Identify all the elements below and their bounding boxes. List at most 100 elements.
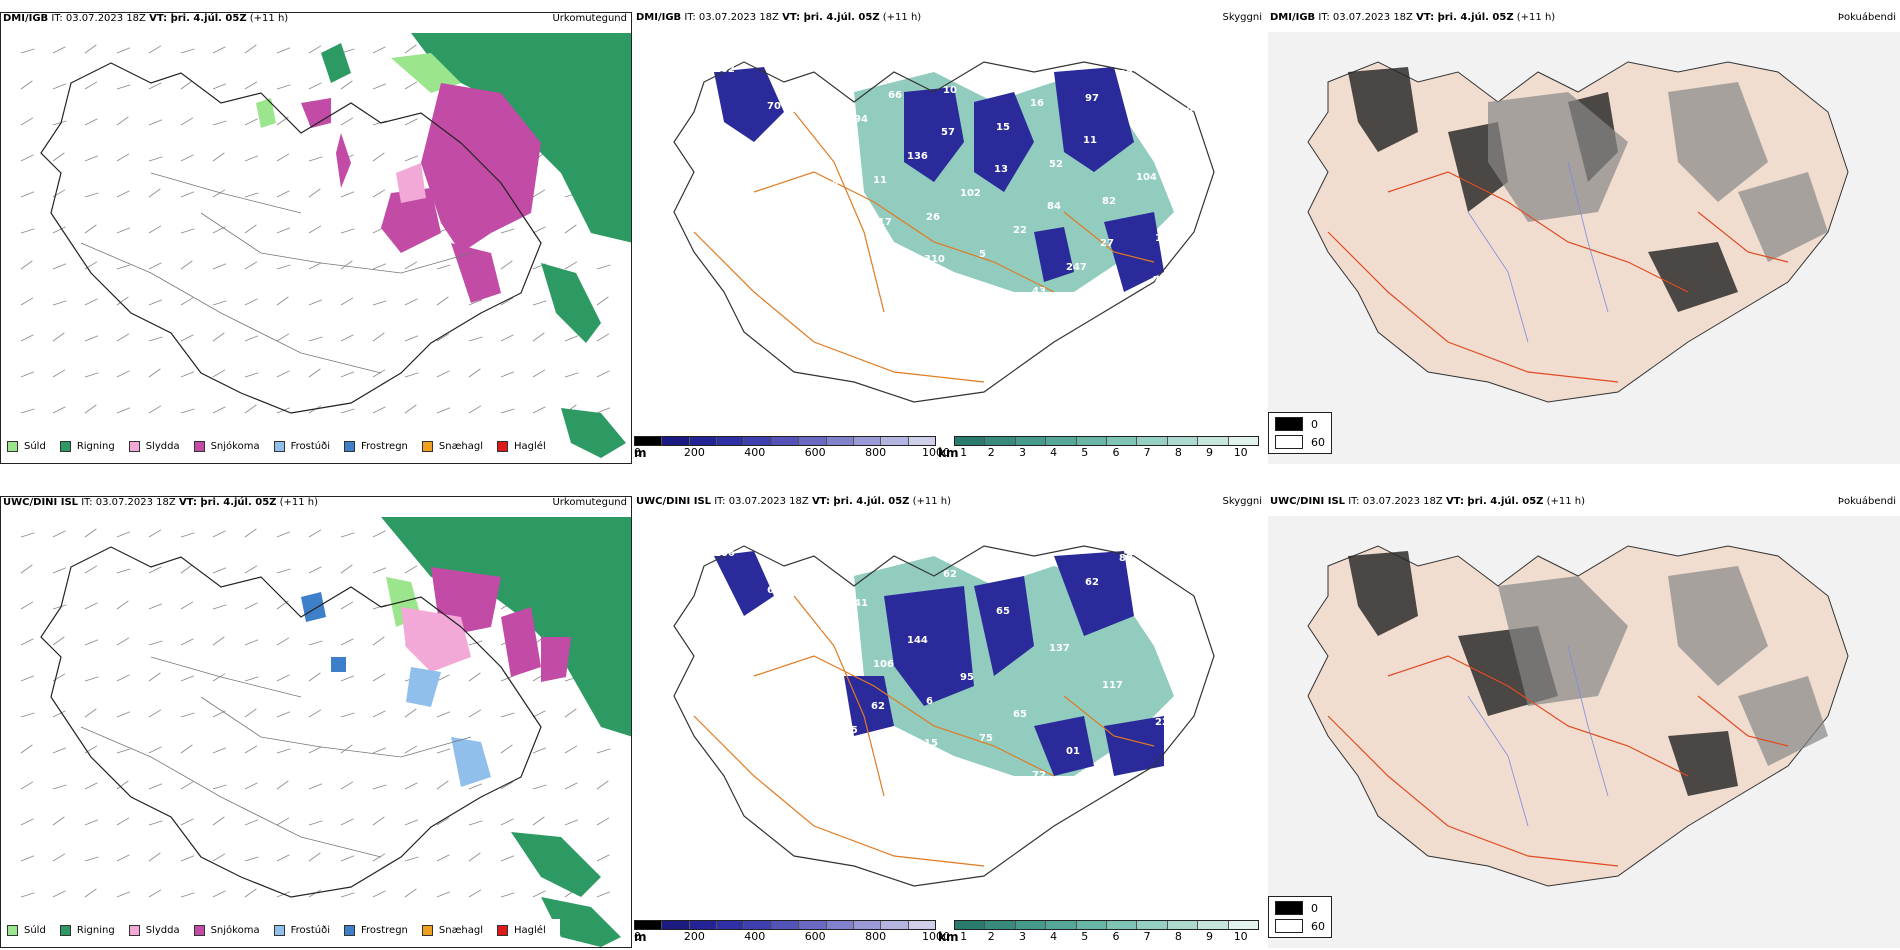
- wind-barb: [244, 224, 257, 234]
- wind-barb: [20, 818, 34, 826]
- colorbar-tick: 600: [804, 446, 826, 459]
- wind-barb: [84, 708, 97, 718]
- wind-barb: [372, 406, 386, 414]
- visibility-colorbar: 1 2 3 4 5 6 7 8 9 10: [954, 920, 1259, 943]
- wind-barb: [244, 335, 259, 342]
- ceiling-areas: [714, 67, 1164, 292]
- wind-barb: [212, 890, 226, 898]
- ceiling-label: 55: [835, 283, 849, 294]
- wind-barb: [244, 676, 259, 682]
- precip-panel-1: DMI/IGB IT: 03.07.2023 18Z VT: þri. 4.jú…: [0, 12, 632, 464]
- legend-label: Slydda: [145, 924, 180, 936]
- ceiling-label: 62: [767, 585, 781, 596]
- ceiling-label: 15: [996, 122, 1010, 133]
- wind-barb: [244, 565, 258, 574]
- wind-barb: [52, 263, 67, 270]
- wind-barb: [468, 852, 481, 862]
- wind-barb: [372, 784, 387, 790]
- wind-barb: [180, 781, 194, 790]
- legend-swatch: [128, 440, 140, 452]
- wind-barb: [180, 371, 195, 378]
- wind-barb: [500, 371, 515, 378]
- wind-barb: [340, 228, 355, 234]
- wind-barb: [212, 332, 225, 342]
- colorbar-tick: 3: [1018, 930, 1026, 943]
- wind-barb: [500, 744, 513, 754]
- ceiling-label: 65: [1138, 614, 1152, 625]
- wind-barb: [180, 675, 195, 682]
- ceiling-label: 11: [1083, 135, 1097, 146]
- wind-barb: [148, 672, 161, 682]
- ceiling-label: 83: [977, 291, 991, 302]
- wind-barb: [372, 369, 386, 378]
- wind-barb: [20, 532, 35, 538]
- ceiling-colorbar: 0 200 400 600 800 1000: [634, 920, 950, 943]
- wind-barb: [340, 117, 354, 126]
- wind-barb: [20, 80, 33, 90]
- wind-barb: [212, 300, 227, 306]
- wind-barb: [340, 638, 354, 646]
- wind-barb: [20, 638, 34, 646]
- wind-barb: [340, 408, 355, 414]
- wind-barb: [116, 637, 130, 646]
- colorbar-cell: [1167, 437, 1199, 445]
- wind-barb: [468, 405, 482, 414]
- colorbar-cell: [717, 921, 745, 929]
- wind-barb: [244, 745, 258, 754]
- wind-barb: [436, 333, 450, 342]
- wind-barb: [116, 780, 129, 790]
- wind-barb: [212, 369, 226, 378]
- wind-barb: [52, 300, 67, 306]
- ceiling-panel-1: 102 70 80 11 26 5 43 97 16 10 125 10 99 10 15 52 82 102 15…: [634, 12, 1266, 464]
- wind-barb: [20, 781, 34, 790]
- rain-areas: [381, 517, 631, 947]
- wind-barb: [436, 891, 451, 898]
- wind-barb: [340, 675, 355, 682]
- colorbar-tick: 4: [1050, 446, 1058, 459]
- wind-barb: [52, 152, 65, 162]
- wind-barb: [436, 370, 450, 378]
- wind-barb: [20, 601, 34, 610]
- wind-barb: [84, 676, 99, 682]
- precip-panel-2: UWC/DINI ISL IT: 03.07.2023 18Z VT: þri.…: [0, 496, 632, 948]
- ceiling-labels: 102 70 80 11 26 5 43 97 16 10 125 10 99 10 15 52 82 102 15…: [714, 64, 1193, 302]
- legend-item: Haglél: [497, 924, 546, 936]
- colorbar-tick: 9: [1206, 930, 1214, 943]
- legend-swatch: [7, 924, 18, 936]
- colorbar-cell: [771, 921, 800, 929]
- colorbar-cell: [955, 437, 986, 445]
- wind-barb: [20, 154, 34, 162]
- wind-barb: [372, 152, 385, 162]
- sleet-areas: [396, 163, 426, 203]
- wind-barb: [52, 567, 67, 574]
- colorbar-cell: [853, 921, 882, 929]
- legend-item: Rigning: [59, 440, 115, 452]
- wind-barb: [180, 154, 194, 162]
- colorbar-cell: [881, 437, 909, 445]
- wind-barb: [244, 44, 257, 54]
- colorbar-tick: 200: [683, 930, 705, 943]
- iceland-outline: [40, 62, 542, 414]
- panel-header: DMI/IGB IT: 03.07.2023 18Z VT: þri. 4.jú…: [1270, 12, 1556, 23]
- wind-barb: [148, 188, 161, 198]
- freezing-areas: [406, 667, 491, 787]
- legend-label: Rigning: [76, 924, 115, 936]
- wind-barb: [84, 335, 99, 342]
- wind-barb: [180, 744, 193, 754]
- wind-barb: [500, 712, 515, 718]
- ceiling-label: 136: [907, 151, 928, 162]
- wind-barb: [596, 264, 611, 270]
- fog-panel-2: UWC/DINI ISL IT: 03.07.2023 18Z VT: þri.…: [1268, 496, 1900, 948]
- wind-barb: [372, 710, 386, 718]
- wind-barb: [52, 46, 66, 54]
- wind-barb: [116, 600, 129, 610]
- legend-swatch: [273, 924, 285, 936]
- wind-barb: [180, 564, 193, 574]
- wind-barb: [308, 188, 321, 198]
- ceiling-label: 16: [1138, 130, 1152, 141]
- wind-barb: [404, 856, 419, 862]
- colorbar-tick: 400: [744, 446, 766, 459]
- wind-barb: [372, 46, 386, 54]
- wind-barb: [20, 744, 33, 754]
- wind-barb: [436, 407, 451, 414]
